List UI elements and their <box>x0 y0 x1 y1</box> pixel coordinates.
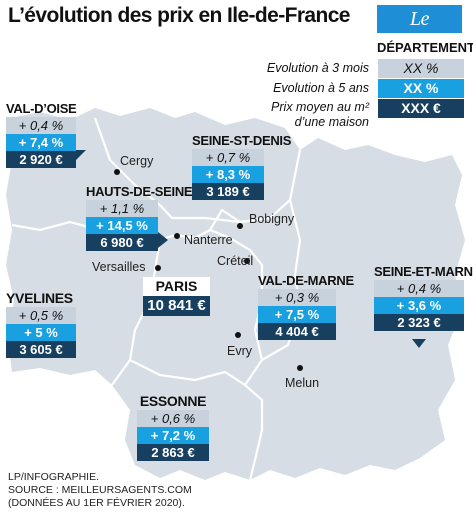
price-m2: 10 841 € <box>143 296 210 316</box>
evolution-5y: + 3,6 % <box>374 297 464 314</box>
legend-heading: DÉPARTEMENT <box>377 40 473 55</box>
dept-hauts-de-seine: HAUTS-DE-SEINE + 1,1 % + 14,5 % 6 980 € <box>86 184 193 251</box>
evolution-5y: + 7,4 % <box>6 134 76 151</box>
evry-dot <box>235 332 241 338</box>
dept-seine-et-marne: SEINE-ET-MARNE + 0,4 % + 3,6 % 2 323 € <box>374 264 473 331</box>
dept-val-de-marne: VAL-DE-MARNE + 0,3 % + 7,5 % 4 404 € <box>258 273 354 340</box>
footer-source: SOURCE : MEILLEURSAGENTS.COM <box>8 484 192 496</box>
city-label-melun: Melun <box>285 376 320 390</box>
legend-3m-box: XX % <box>378 59 464 78</box>
evolution-3m: + 1,1 % <box>86 200 158 217</box>
legend-label-5y: Evolution à 5 ans <box>273 81 369 95</box>
city-label-creteil: Créteil <box>217 254 254 268</box>
versailles-dot <box>155 265 161 271</box>
dept-name: PARIS <box>143 277 210 296</box>
dept-name: SEINE-ET-MARNE <box>374 264 473 279</box>
price-m2: 2 323 € <box>374 314 464 331</box>
city-label-evry: Evry <box>227 344 252 358</box>
evolution-3m: + 0,6 % <box>137 410 209 427</box>
dept-name: VAL-D’OISE <box>6 101 77 116</box>
dept-paris: PARIS 10 841 € <box>143 277 210 316</box>
evolution-5y: + 7,2 % <box>137 427 209 444</box>
evolution-5y: + 8,3 % <box>192 166 264 183</box>
legend-label-price-2: d’une maison <box>294 115 369 129</box>
price-m2: 4 404 € <box>258 323 336 340</box>
city-label-bobigny: Bobigny <box>249 212 295 226</box>
dept-name: ESSONNE <box>139 393 207 409</box>
city-label-versailles: Versailles <box>92 260 146 274</box>
price-m2: 3 189 € <box>192 183 264 200</box>
dept-name: SEINE-ST-DENIS <box>192 133 292 148</box>
evolution-3m: + 0,3 % <box>258 289 336 306</box>
legend-5y-box: XX % <box>378 79 464 98</box>
melun-dot <box>297 365 303 371</box>
evolution-3m: + 0,5 % <box>6 307 76 324</box>
dept-val-doise: VAL-D’OISE + 0,4 % + 7,4 % 2 920 € <box>6 101 77 168</box>
legend-price-box: XXX € <box>378 99 464 118</box>
bobigny-dot <box>237 223 243 229</box>
evolution-3m: + 0,7 % <box>192 149 264 166</box>
page-title: L’évolution des prix en Ile-de-France <box>8 4 350 27</box>
city-dots <box>114 169 303 371</box>
footer-credit: LP/INFOGRAPHIE. <box>8 471 100 483</box>
dept-essonne: ESSONNE + 0,6 % + 7,2 % 2 863 € <box>137 393 209 461</box>
dept-yvelines: YVELINES + 0,5 % + 5 % 3 605 € <box>6 290 76 358</box>
le-parisien-logo: Le Parisien <box>377 5 462 58</box>
nanterre-dot <box>174 233 180 239</box>
dept-name: HAUTS-DE-SEINE <box>86 184 193 199</box>
price-m2: 2 863 € <box>137 444 209 461</box>
evolution-5y: + 14,5 % <box>86 217 158 234</box>
price-m2: 6 980 € <box>86 234 158 251</box>
city-label-cergy: Cergy <box>120 154 154 168</box>
footer-date: (DONNÉES AU 1ER FÉVRIER 2020). <box>8 497 185 509</box>
dept-seine-st-denis: SEINE-ST-DENIS + 0,7 % + 8,3 % 3 189 € <box>192 133 292 200</box>
evolution-5y: + 7,5 % <box>258 306 336 323</box>
price-m2: 3 605 € <box>6 341 76 358</box>
dept-name: VAL-DE-MARNE <box>258 273 354 288</box>
dept-name: YVELINES <box>6 290 73 306</box>
cergy-dot <box>114 169 120 175</box>
price-m2: 2 920 € <box>6 151 76 168</box>
legend-label-price-1: Prix moyen au m² <box>271 100 369 114</box>
creteil-dot <box>244 258 250 264</box>
legend-label-3m: Evolution à 3 mois <box>266 61 369 75</box>
evolution-5y: + 5 % <box>6 324 76 341</box>
evolution-3m: + 0,4 % <box>6 117 76 134</box>
city-label-nanterre: Nanterre <box>184 233 233 247</box>
evolution-3m: + 0,4 % <box>374 280 464 297</box>
